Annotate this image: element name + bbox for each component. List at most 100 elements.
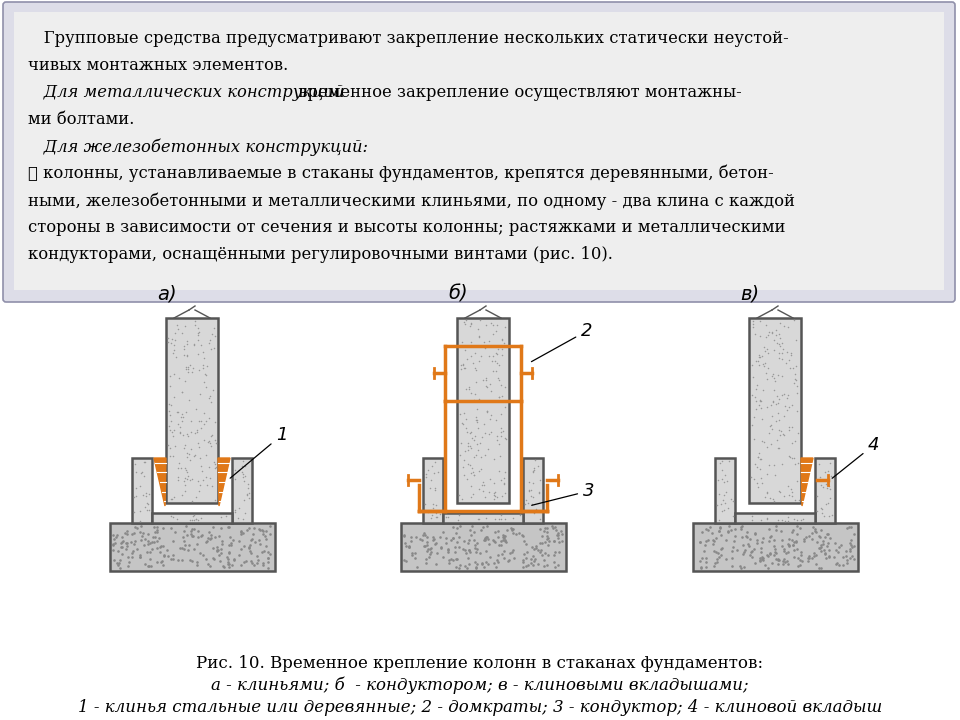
Point — [496, 478, 512, 490]
Point — [481, 559, 496, 570]
Point — [237, 470, 252, 482]
Point — [706, 546, 721, 557]
Point — [709, 557, 725, 568]
Point — [523, 557, 539, 569]
Point — [257, 530, 273, 541]
Point — [753, 330, 768, 342]
Point — [468, 362, 483, 374]
Point — [545, 522, 561, 534]
Point — [749, 535, 764, 546]
Point — [698, 523, 713, 535]
Point — [838, 550, 853, 562]
Point — [202, 390, 217, 402]
Point — [801, 552, 816, 564]
Point — [760, 347, 776, 359]
Point — [418, 541, 433, 552]
Point — [183, 528, 199, 540]
Point — [777, 410, 792, 422]
Point — [223, 531, 238, 543]
Point — [523, 485, 539, 496]
Point — [174, 415, 189, 427]
Point — [532, 474, 547, 485]
Point — [167, 327, 182, 338]
Point — [222, 539, 237, 550]
Point — [468, 449, 484, 461]
Point — [187, 428, 203, 439]
Point — [106, 544, 121, 555]
Point — [488, 526, 503, 537]
Point — [186, 339, 202, 351]
Point — [753, 552, 768, 563]
Point — [753, 315, 768, 327]
Point — [209, 545, 225, 557]
Point — [552, 546, 567, 558]
Point — [789, 334, 804, 346]
Point — [747, 474, 762, 485]
Point — [224, 538, 239, 549]
Point — [751, 359, 766, 371]
Point — [722, 521, 737, 532]
Point — [121, 552, 136, 563]
Point — [495, 426, 511, 437]
Point — [459, 562, 474, 574]
Point — [182, 359, 198, 371]
Point — [762, 531, 778, 543]
Point — [215, 560, 230, 572]
Point — [176, 475, 191, 487]
Point — [119, 540, 134, 552]
Point — [781, 451, 797, 462]
Point — [708, 533, 724, 544]
Point — [774, 426, 789, 437]
Text: 3: 3 — [532, 482, 594, 505]
Point — [237, 556, 252, 567]
Point — [489, 414, 504, 426]
Point — [484, 410, 499, 421]
Point — [234, 466, 250, 477]
Point — [547, 546, 563, 557]
Point — [692, 536, 708, 547]
Point — [831, 541, 847, 552]
Point — [119, 537, 134, 549]
Point — [163, 337, 179, 348]
Point — [785, 524, 801, 536]
Point — [764, 370, 780, 382]
Point — [497, 402, 513, 413]
Point — [202, 437, 217, 449]
Point — [427, 485, 443, 496]
Point — [744, 389, 759, 400]
Point — [528, 553, 543, 564]
Point — [263, 528, 278, 540]
Point — [468, 403, 484, 415]
Point — [505, 546, 520, 558]
Point — [713, 529, 729, 541]
Point — [805, 547, 821, 559]
Point — [425, 498, 441, 510]
Point — [546, 535, 562, 546]
Point — [233, 526, 249, 538]
Point — [516, 549, 532, 560]
Point — [775, 558, 790, 570]
Point — [240, 489, 255, 500]
Point — [166, 369, 181, 380]
Point — [841, 521, 856, 533]
Point — [835, 559, 851, 570]
Point — [477, 428, 492, 439]
Point — [767, 546, 782, 557]
Point — [492, 374, 507, 386]
Point — [469, 414, 485, 426]
Bar — [423, 458, 443, 523]
Point — [504, 524, 519, 536]
Point — [471, 356, 487, 367]
Point — [823, 532, 838, 544]
Point — [236, 475, 252, 487]
Point — [768, 415, 783, 427]
Point — [190, 474, 205, 486]
Point — [436, 552, 451, 563]
Point — [435, 526, 450, 537]
Bar — [457, 318, 509, 503]
Point — [177, 480, 192, 491]
Point — [743, 546, 758, 557]
Point — [771, 408, 786, 419]
Point — [459, 354, 474, 365]
Point — [512, 510, 527, 521]
